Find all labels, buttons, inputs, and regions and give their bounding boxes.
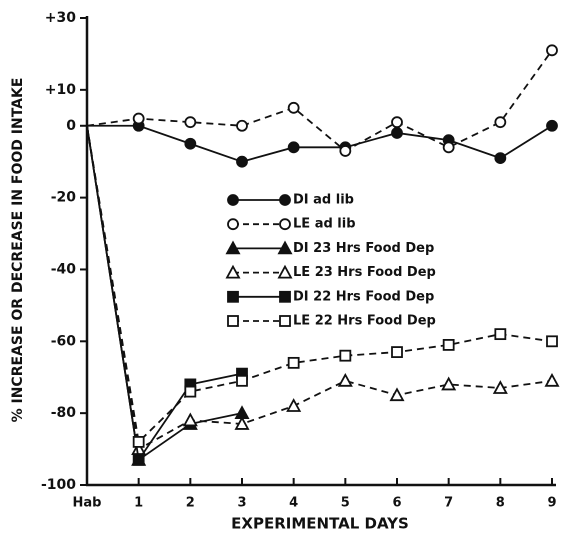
y-tick-label: +30 — [45, 10, 76, 26]
x-axis-label: EXPERIMENTAL DAYS — [231, 515, 409, 533]
data-point — [132, 435, 145, 448]
x-tick-label: 6 — [392, 496, 401, 511]
series-line — [86, 49, 553, 153]
x-tick-label: Hab — [73, 496, 102, 511]
y-tick-label: -100 — [41, 477, 76, 493]
y-tick-label: -80 — [51, 405, 77, 421]
legend-marker — [279, 315, 291, 327]
legend-marker — [225, 240, 241, 255]
y-tick-label: +10 — [45, 82, 76, 98]
legend-marker — [277, 264, 293, 279]
data-point — [391, 346, 403, 358]
data-point — [132, 453, 145, 466]
data-point — [339, 349, 352, 362]
y-tick-label: -60 — [51, 333, 77, 349]
x-tick-label: 1 — [134, 496, 143, 511]
data-point — [546, 119, 558, 132]
series-line — [86, 125, 243, 462]
legend-label: DI 23 Hrs Food Dep — [293, 241, 434, 256]
data-point — [287, 141, 300, 154]
legend-marker — [227, 218, 239, 231]
x-tick-label: 7 — [444, 496, 453, 511]
data-point — [389, 387, 405, 402]
data-point — [442, 338, 455, 351]
data-point — [236, 119, 248, 132]
legend-marker — [279, 290, 291, 303]
data-point — [184, 116, 197, 129]
data-point — [494, 116, 507, 129]
x-tick-label: 5 — [341, 496, 350, 511]
data-point — [287, 356, 300, 369]
legend-marker — [227, 290, 239, 303]
data-point — [546, 335, 558, 348]
data-point — [492, 380, 508, 394]
legend-label: DI ad lib — [293, 193, 354, 208]
data-point — [182, 412, 198, 427]
data-point — [339, 145, 352, 157]
data-point — [391, 116, 403, 129]
y-tick-label: 0 — [66, 118, 76, 134]
data-point — [442, 141, 455, 154]
data-point — [546, 44, 558, 57]
data-point — [236, 374, 248, 387]
data-point — [441, 376, 457, 391]
data-point — [184, 137, 197, 150]
legend-marker — [227, 315, 239, 327]
data-point — [494, 152, 507, 165]
legend-marker — [225, 264, 241, 279]
data-point — [132, 112, 145, 125]
x-tick-label: 4 — [289, 496, 298, 511]
y-tick-label: -20 — [51, 190, 77, 206]
legend-marker — [227, 194, 239, 206]
x-tick-label: 9 — [547, 496, 556, 511]
legend-marker — [277, 240, 293, 255]
series-line — [86, 125, 553, 451]
series-line — [86, 125, 243, 463]
data-point — [184, 385, 197, 398]
legend-label: LE 22 Hrs Food Dep — [293, 314, 436, 329]
x-tick-label: 3 — [237, 496, 246, 511]
x-tick-label: 8 — [496, 496, 505, 511]
series-line — [86, 125, 553, 444]
y-axis-label: % INCREASE OR DECREASE IN FOOD INTAKE — [10, 78, 26, 423]
legend-marker — [279, 218, 291, 231]
legend-label: LE ad lib — [293, 217, 356, 232]
data-point — [544, 372, 560, 387]
series-line — [87, 124, 553, 163]
x-tick-label: 2 — [186, 496, 195, 511]
data-point — [286, 398, 302, 412]
y-tick-label: -40 — [51, 261, 77, 277]
data-point — [337, 372, 353, 387]
data-point — [234, 416, 250, 430]
data-point — [236, 155, 248, 168]
legend-marker — [279, 194, 291, 206]
data-point — [287, 101, 300, 114]
legend-label: LE 23 Hrs Food Dep — [293, 265, 436, 280]
legend-label: DI 22 Hrs Food Dep — [293, 289, 434, 304]
data-point — [391, 127, 403, 139]
data-point — [494, 328, 507, 341]
